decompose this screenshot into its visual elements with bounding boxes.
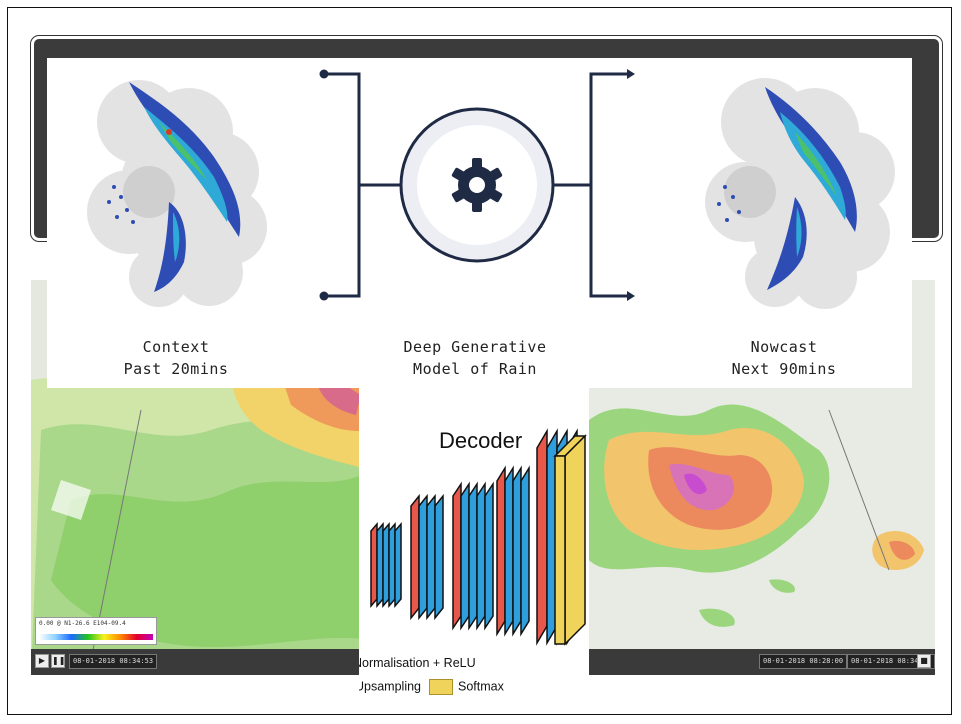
softmax-swatch — [429, 679, 454, 695]
decoder-legend-norm: Normalisation + ReLU — [359, 656, 476, 670]
left-timebar[interactable]: ▶ ❚❚ 08-01-2018 08:34:53 — [31, 649, 371, 675]
decoder-legend-norm-label: Normalisation + ReLU — [359, 656, 476, 670]
left-map-legend: 0.00 @ N1-26.6 E104-09.4 — [35, 617, 157, 645]
right-timestamp-end: 08-01-2018 08:34:00 — [847, 654, 935, 669]
decoder-legend-softmax-label: Softmax — [458, 679, 504, 694]
nowcast-radar-thumbnail — [705, 78, 895, 309]
nowcast-subtitle: Next 90mins — [731, 360, 837, 378]
decoder-diagram: Decoder — [359, 386, 589, 706]
model-subtitle: Model of Rain — [413, 360, 537, 378]
right-timebar[interactable]: 08-01-2018 08:28:00 08-01-2018 08:34:00 … — [589, 649, 935, 675]
decoder-legend-upsampling-label: Upsampling — [359, 679, 422, 694]
left-map-legend-text: 0.00 @ N1-26.6 E104-09.4 — [39, 620, 126, 627]
pause-icon[interactable]: ❚❚ — [51, 654, 65, 668]
decoder-legend-upsample: Upsampling Softmax — [359, 679, 504, 695]
nowcast-title: Nowcast — [750, 338, 818, 356]
model-caption: Deep Generative Model of Rain — [350, 336, 600, 380]
play-icon[interactable]: ▶ — [35, 654, 49, 668]
model-title: Deep Generative — [403, 338, 547, 356]
right-timestamp-start: 08-01-2018 08:28:00 — [759, 654, 848, 669]
decoder-title: Decoder — [439, 428, 523, 453]
nowcast-diagram: Context Past 20mins Deep Generative — [47, 58, 912, 388]
context-title: Context — [142, 338, 210, 356]
stop-icon[interactable]: ■ — [917, 654, 931, 668]
left-timestamp: 08-01-2018 08:34:53 — [69, 654, 158, 669]
nowcast-caption: Nowcast Next 90mins — [659, 336, 909, 380]
context-subtitle: Past 20mins — [123, 360, 229, 378]
context-caption: Context Past 20mins — [51, 336, 301, 380]
context-radar-thumbnail — [87, 80, 267, 307]
gear-icon — [451, 158, 503, 212]
decoder-layers — [370, 428, 587, 646]
rain-color-scale — [39, 634, 153, 640]
